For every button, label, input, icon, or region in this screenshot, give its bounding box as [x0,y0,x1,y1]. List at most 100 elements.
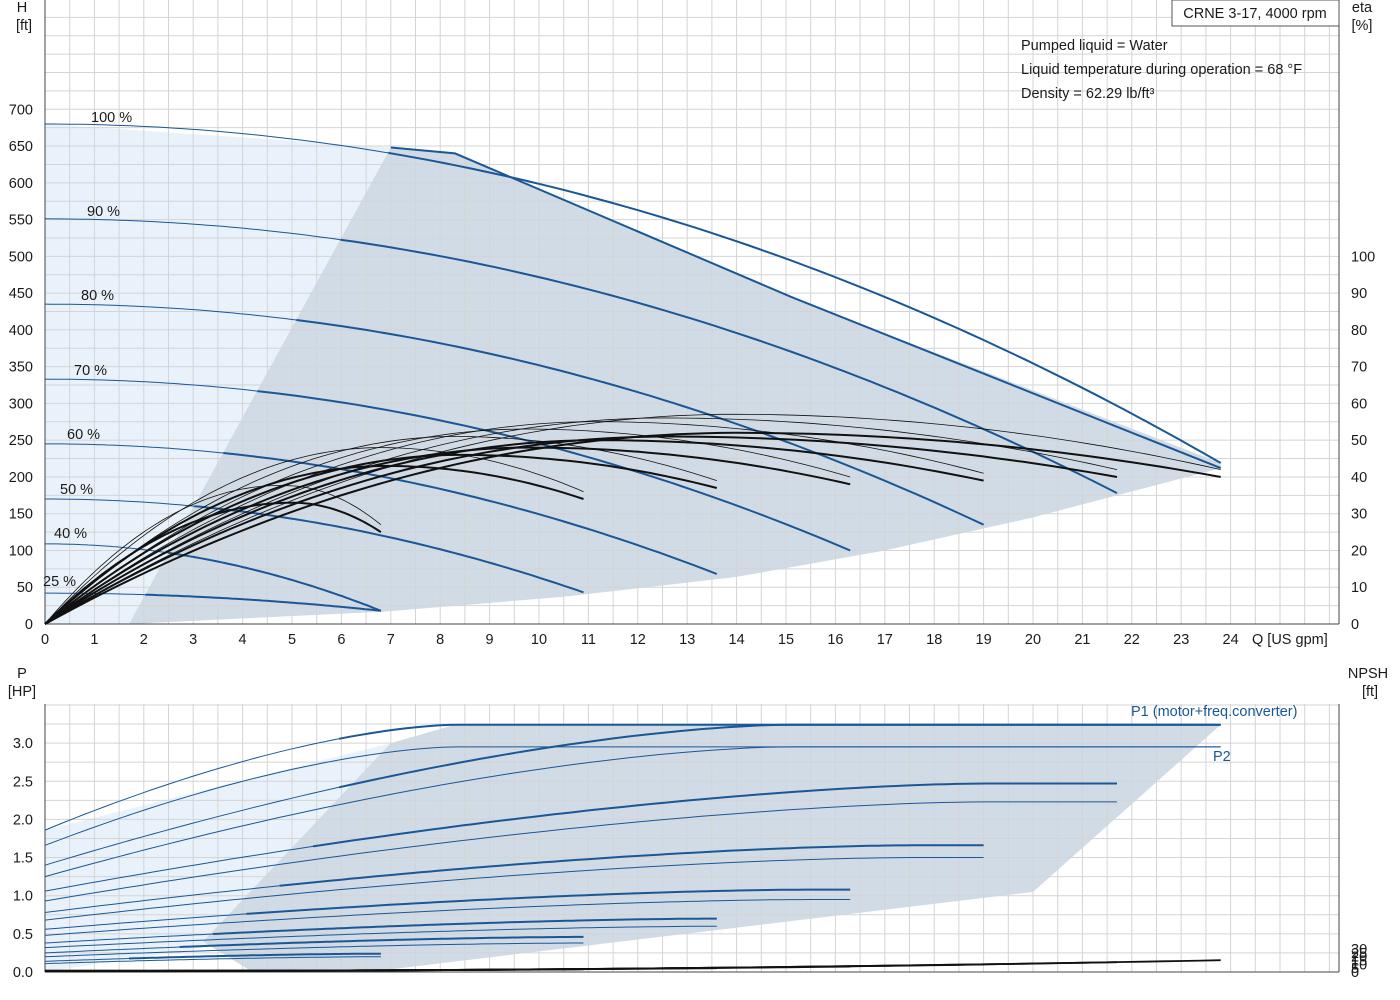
head-curve-60 % [223,452,718,575]
speed-label-100: 100 % [91,110,132,126]
top-x-tick-label: 5 [288,632,296,648]
p1-curve-6 [179,935,584,948]
top-x-tick-label: 14 [729,632,745,648]
p1-curve-2 [312,782,1117,848]
top-curves [44,123,1222,625]
eta-curve-2 [44,439,984,625]
top-x-tick-label: 6 [337,632,345,648]
p2-curve-label: P2 [1213,749,1231,765]
note-density: Density = 62.29 lb/ft³ [1021,86,1155,102]
top-x-tick-label: 13 [679,632,695,648]
top-y-left-label-1: H [17,0,27,16]
head-curve-thin-60 % [45,443,224,454]
top-x-tick-label: 21 [1074,632,1090,648]
bottom-y-left-label-1: P [17,666,27,682]
head-curve-thin-25 % [45,592,146,596]
top-x-tick-label: 2 [140,632,148,648]
top-y-right-tick-label: 70 [1351,360,1367,376]
eta-curve-4 [44,453,718,625]
top-x-tick-label: 4 [239,632,247,648]
top-y-left-tick-label: 250 [9,433,33,449]
top-y-left-tick-label: 200 [9,470,33,486]
top-x-tick-label: 15 [778,632,794,648]
bottom-y-left-tick-label: 0.0 [13,965,33,981]
bottom-y-left-tick-label: 1.0 [13,889,33,905]
top-y-left-tick-label: 0 [25,617,33,633]
top-y-left-label-2: [ft] [16,18,32,34]
p2-curve-4 [44,899,851,936]
bottom-y-right-label-1: NPSH [1348,666,1388,682]
bottom-y-left-tick-label: 0.5 [13,927,33,943]
bottom-y-left-tick-label: 3.0 [13,736,33,752]
bottom-y-left-label-2: [HP] [8,684,36,700]
speed-label-90: 90 % [87,204,120,220]
max-power-limit-curve [390,146,1222,470]
bottom-y-right-tick-label: 30 [1351,942,1367,958]
speed-label-60: 60 % [67,427,100,443]
eta-curve-6 [44,501,382,625]
top-x-tick-label: 10 [531,632,547,648]
head-curve-thin-50 % [45,498,195,507]
top-x-tick-label: 24 [1223,632,1239,648]
top-x-tick-label: 9 [486,632,494,648]
p1-curve-thin-2 [44,845,314,892]
top-x-tick-label: 7 [387,632,395,648]
bottom-grid [44,704,1340,973]
top-y-right-tick-label: 100 [1351,249,1375,265]
p2-curve-3 [44,857,984,921]
eta-curve-thin-2 [44,421,984,625]
top-dark-region [129,147,1221,624]
p1-curve-3 [279,844,984,887]
top-y-right-tick-label: 20 [1351,543,1367,559]
top-y-left-tick-label: 600 [9,176,33,192]
eta-curve-thin-5 [44,447,584,625]
top-y-right-tick-label: 10 [1351,580,1367,596]
top-x-tick-label: 18 [926,632,942,648]
head-curve-40 % [168,551,382,612]
top-y-left-tick-label: 650 [9,139,33,155]
top-x-tick-label: 12 [630,632,646,648]
p2-curve-2 [44,801,1117,902]
top-x-tick-label: 20 [1025,632,1041,648]
speed-label-25: 25 % [43,574,76,590]
head-curve-100 % [388,151,1222,464]
bottom-y-right-tick-label: 10 [1351,957,1367,973]
p1-curve-1 [338,723,1221,789]
top-x-tick-label: 23 [1173,632,1189,648]
title-box [1171,0,1340,27]
chart-title: CRNE 3-17, 4000 rpm [1183,6,1326,22]
bottom-y-right-tick-label: 0 [1351,965,1359,981]
p1-curve-thin-4 [44,913,247,930]
speed-labels: 100 % 90 % 80 % 70 % 60 % 50 % 40 % 25 % [43,110,132,590]
top-x-tick-label: 11 [581,632,596,648]
top-x-tick-label: 8 [436,632,444,648]
top-y-left-tick-label: 500 [9,249,33,265]
p1-curve-thin-6 [44,946,180,954]
top-x-label: Q [US gpm] [1252,632,1328,648]
p1-curve-5 [212,917,717,935]
head-curve-thin-90 % [44,218,341,241]
top-x-tick-label: 17 [877,632,893,648]
head-curve-25 % [145,593,382,612]
eta-curve-thin-4 [44,436,717,625]
p1-curve-thin-3 [44,885,280,913]
bottom-y-right-tick-label: 5 [1351,961,1359,977]
bottom-y-right-label-2: [ft] [1362,684,1378,700]
top-y-left-tick-label: 50 [17,580,33,596]
speed-label-80: 80 % [81,288,114,304]
p2-curve-5 [44,925,717,949]
p1-curve-thin-0 [44,738,339,831]
head-curve-80 % [296,319,985,526]
top-x-tick-label: 19 [976,632,992,648]
p1-curve-thin-1 [44,786,340,866]
top-x-tick-label: 3 [189,632,197,648]
top-y-left-tick-label: 400 [9,323,33,339]
p2-curve-7 [44,956,381,965]
note-liquid-temperature: Liquid temperature during operation = 68… [1021,62,1302,78]
eta-curve-thin-6 [44,485,382,625]
top-y-left-tick-label: 300 [9,396,33,412]
p2-curve-1 [44,746,1221,878]
speed-label-50: 50 % [60,482,93,498]
